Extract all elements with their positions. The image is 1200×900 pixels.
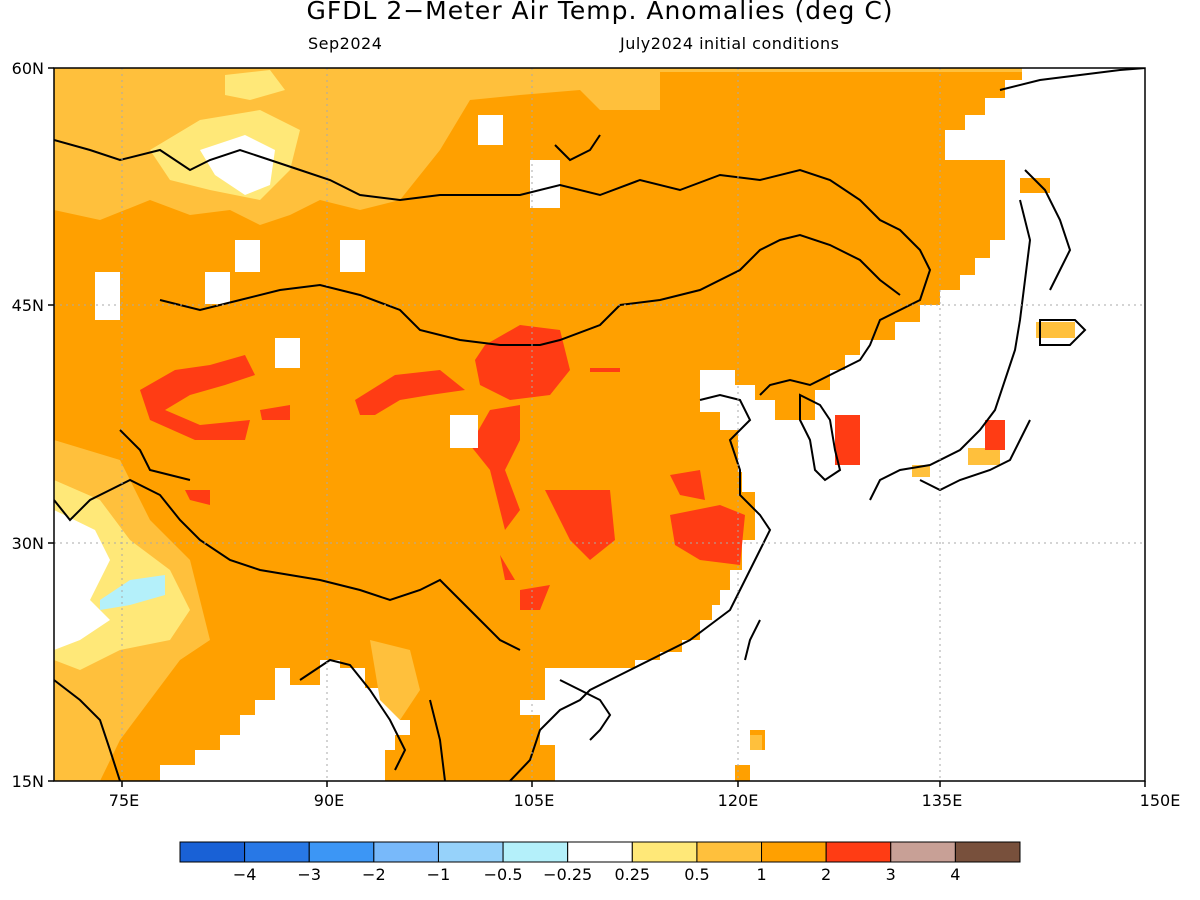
anomaly-region-near-zero — [54, 510, 110, 650]
lon-label-75e: 75E — [109, 791, 139, 810]
colorbar-bin — [696, 841, 763, 863]
colorbar-label: −4 — [233, 865, 257, 884]
colorbar-label: −0.25 — [543, 865, 592, 884]
lat-label-30n: 30N — [12, 534, 44, 553]
graticule — [54, 68, 1145, 781]
colorbar-bin — [179, 841, 246, 863]
initial-conditions-label: July2024 initial conditions — [620, 34, 840, 53]
map-frame — [53, 67, 1146, 782]
colorbar-bin — [761, 841, 827, 863]
colorbar-label: 2 — [821, 865, 831, 884]
anomaly-regions-2-to-3 — [140, 325, 1005, 610]
colorbar-label: 0.5 — [684, 865, 709, 884]
colorbar-label: 3 — [886, 865, 896, 884]
colorbar-bin — [954, 841, 1021, 863]
map-title: GFDL 2−Meter Air Temp. Anomalies (deg C) — [306, 0, 894, 25]
colorbar-bin — [631, 841, 698, 863]
colorbar-bin — [502, 841, 569, 863]
anomaly-region-near-zero — [200, 135, 275, 195]
lon-label-120e: 120E — [718, 791, 759, 810]
lon-label-135e: 135E — [922, 791, 963, 810]
anomaly-region-1-to-2 — [54, 68, 1022, 781]
lon-label-105e: 105E — [514, 791, 555, 810]
lon-label-90e: 90E — [314, 791, 344, 810]
colorbar-bin — [308, 841, 375, 863]
colorbar-label: −2 — [362, 865, 386, 884]
colorbar-label: −1 — [427, 865, 451, 884]
anomaly-shading — [54, 68, 1145, 781]
colorbar-bin — [437, 841, 504, 863]
colorbar-bin — [567, 841, 633, 863]
lon-label-150e: 150E — [1140, 791, 1181, 810]
colorbar-bin — [825, 841, 892, 863]
lat-label-60n: 60N — [12, 59, 44, 78]
colorbar-label: 4 — [950, 865, 960, 884]
coastlines-and-borders — [54, 68, 1145, 781]
colorbar-bin — [890, 841, 956, 863]
axis-ticks — [48, 67, 1146, 787]
anomaly-region-0.25-to-0.5 — [225, 70, 285, 100]
colorbar-label: 0.25 — [614, 865, 650, 884]
colorbar-label: −3 — [297, 865, 321, 884]
no-data-cells — [95, 115, 560, 448]
colorbar: −4 −3 −2 −1 −0.5 −0.25 0.25 0.5 1 2 3 4 — [179, 841, 1021, 884]
colorbar-label: −0.5 — [484, 865, 523, 884]
anomaly-region-0.5-to-1 — [54, 68, 1022, 225]
anomaly-region-0.5-to-1 — [370, 640, 420, 720]
anomaly-region-neg-0.25 — [100, 575, 165, 610]
colorbar-bin — [244, 841, 310, 863]
anomaly-region-0.5-to-1 — [1036, 322, 1075, 338]
lat-label-45n: 45N — [12, 296, 44, 315]
colorbar-bin — [373, 841, 439, 863]
forecast-month: Sep2024 — [308, 34, 383, 53]
anomaly-region-0.5-to-1 — [968, 448, 1000, 465]
lat-label-15n: 15N — [12, 772, 44, 791]
colorbar-label: 1 — [756, 865, 766, 884]
